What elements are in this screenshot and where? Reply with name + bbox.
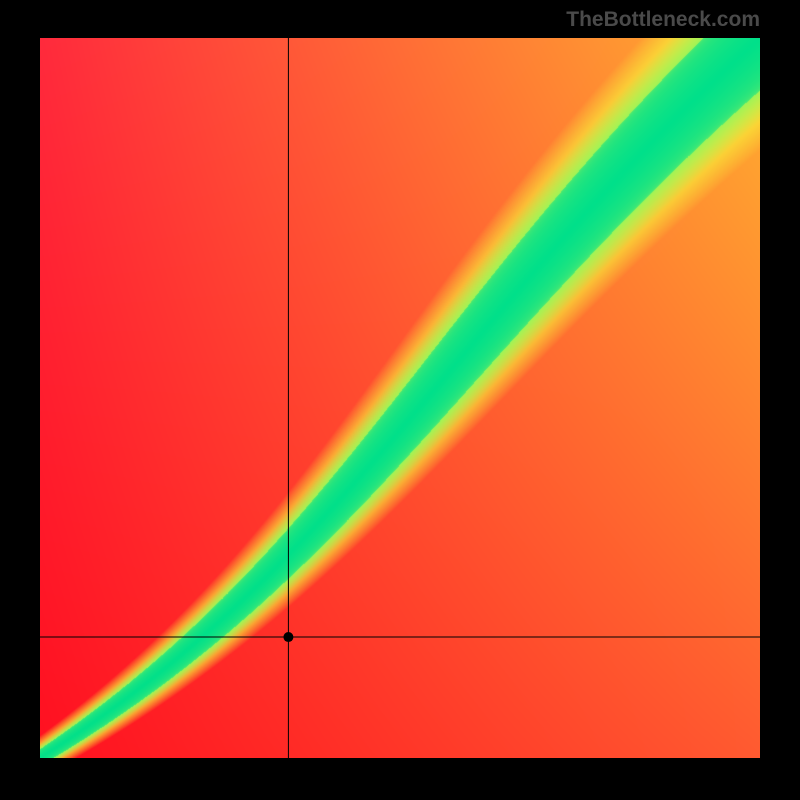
chart-container: TheBottleneck.com <box>0 0 800 800</box>
watermark-label: TheBottleneck.com <box>566 8 760 32</box>
marker-dot <box>283 632 293 642</box>
overlay-layer <box>40 38 760 758</box>
overlay-svg <box>40 38 760 758</box>
